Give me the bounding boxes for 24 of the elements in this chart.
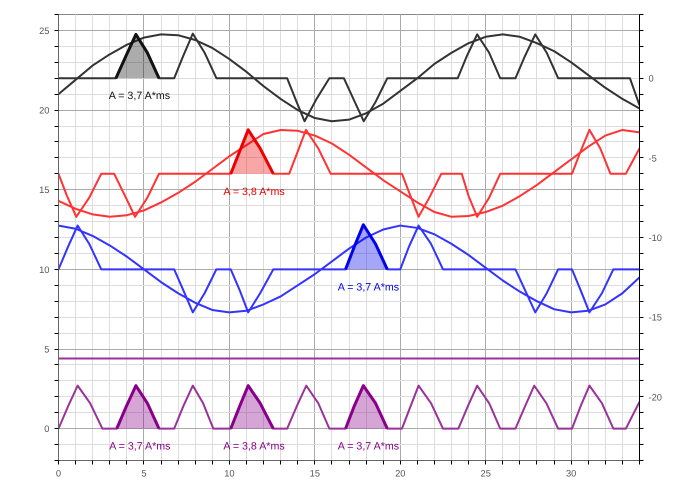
x-tick-label: 30 <box>566 468 576 478</box>
x-tick-label: 5 <box>141 468 147 478</box>
y-tick-label: 10 <box>39 264 50 275</box>
y-tick-label: 20 <box>39 106 50 116</box>
y2-tick-label: -20 <box>648 392 662 402</box>
y-tick-label: 15 <box>39 185 50 196</box>
y2-tick-label: -5 <box>648 153 657 164</box>
x-tick-label: 15 <box>310 468 320 478</box>
y2-tick-label: 0 <box>648 74 654 84</box>
annotation: A = 3,7 A*ms <box>338 281 400 294</box>
x-tick-label: 10 <box>224 468 235 478</box>
y-tick-label: 5 <box>44 344 50 354</box>
annotation: A = 3,8 A*ms <box>223 186 285 198</box>
y-tick-label: 0 <box>44 424 50 434</box>
y-tick-label: 25 <box>39 26 50 36</box>
x-tick-label: 0 <box>56 468 62 478</box>
annotation: A = 3,7 A*ms <box>109 440 171 453</box>
y2-tick-label: -10 <box>648 233 662 243</box>
annotation: A = 3,7 A*ms <box>108 90 170 102</box>
x-tick-label: 20 <box>395 468 406 478</box>
annotation: A = 3,7 A*ms <box>338 440 400 453</box>
annotation: A = 3,8 A*ms <box>223 440 285 453</box>
x-tick-label: 25 <box>480 468 491 478</box>
y2-tick-label: -15 <box>648 312 662 323</box>
